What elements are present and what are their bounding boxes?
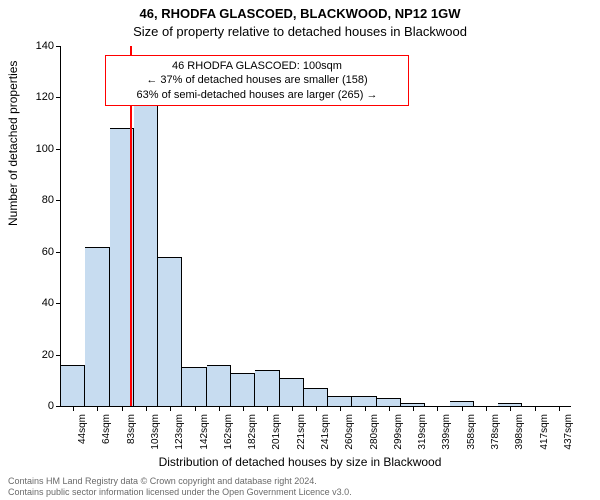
y-tick-mark (56, 252, 61, 253)
x-tick-mark (122, 406, 123, 411)
y-tick-mark (56, 97, 61, 98)
x-tick-mark (510, 406, 511, 411)
footer-line-2: Contains public sector information licen… (8, 487, 352, 498)
title-line-1: 46, RHODFA GLASCOED, BLACKWOOD, NP12 1GW (0, 6, 600, 21)
y-tick-label: 0 (14, 400, 54, 412)
x-tick-mark (292, 406, 293, 411)
annotation-box: 46 RHODFA GLASCOED: 100sqm← 37% of detac… (105, 55, 409, 106)
y-tick-label: 20 (14, 349, 54, 361)
histogram-bar (280, 378, 304, 406)
histogram-bar (85, 247, 109, 406)
x-tick-mark (219, 406, 220, 411)
x-tick-mark (462, 406, 463, 411)
x-tick-mark (243, 406, 244, 411)
x-tick-label: 299sqm (393, 414, 404, 450)
histogram-bar (231, 373, 255, 406)
histogram-bar (377, 398, 401, 406)
x-tick-label: 339sqm (441, 414, 452, 450)
x-tick-label: 241sqm (320, 414, 331, 450)
x-tick-mark (486, 406, 487, 411)
x-tick-label: 358sqm (466, 414, 477, 450)
y-tick-mark (56, 149, 61, 150)
x-tick-label: 280sqm (369, 414, 380, 450)
x-tick-mark (437, 406, 438, 411)
y-tick-mark (56, 46, 61, 47)
y-tick-mark (56, 200, 61, 201)
histogram-bar (352, 396, 376, 406)
x-tick-label: 378sqm (490, 414, 501, 450)
y-tick-label: 80 (14, 194, 54, 206)
x-tick-mark (316, 406, 317, 411)
x-tick-label: 437sqm (563, 414, 574, 450)
y-tick-label: 140 (14, 40, 54, 52)
histogram-bar (134, 105, 158, 406)
y-tick-mark (56, 355, 61, 356)
histogram-bar (207, 365, 231, 406)
footer-line-1: Contains HM Land Registry data © Crown c… (8, 476, 352, 487)
x-tick-mark (365, 406, 366, 411)
x-tick-mark (559, 406, 560, 411)
x-tick-mark (73, 406, 74, 411)
x-tick-label: 182sqm (247, 414, 258, 450)
x-tick-mark (195, 406, 196, 411)
y-tick-label: 120 (14, 91, 54, 103)
histogram-bar (255, 370, 279, 406)
histogram-bar (158, 257, 182, 406)
x-tick-mark (535, 406, 536, 411)
annotation-line: 46 RHODFA GLASCOED: 100sqm (112, 59, 402, 73)
x-tick-mark (146, 406, 147, 411)
y-tick-label: 60 (14, 246, 54, 258)
x-tick-label: 417sqm (539, 414, 550, 450)
x-tick-label: 142sqm (199, 414, 210, 450)
histogram-bar (61, 365, 85, 406)
chart-container: 46, RHODFA GLASCOED, BLACKWOOD, NP12 1GW… (0, 0, 600, 500)
x-tick-mark (267, 406, 268, 411)
y-tick-mark (56, 303, 61, 304)
x-tick-label: 44sqm (77, 414, 88, 444)
footer-attribution: Contains HM Land Registry data © Crown c… (8, 476, 352, 498)
x-tick-label: 260sqm (344, 414, 355, 450)
x-tick-label: 103sqm (150, 414, 161, 450)
annotation-line: 63% of semi-detached houses are larger (… (112, 88, 402, 102)
histogram-bar (304, 388, 328, 406)
histogram-bar (328, 396, 352, 406)
y-tick-label: 40 (14, 297, 54, 309)
x-tick-label: 64sqm (101, 414, 112, 444)
annotation-line: ← 37% of detached houses are smaller (15… (112, 73, 402, 87)
x-tick-label: 123sqm (174, 414, 185, 450)
x-tick-label: 221sqm (296, 414, 307, 450)
x-tick-mark (97, 406, 98, 411)
x-tick-label: 162sqm (223, 414, 234, 450)
x-tick-mark (170, 406, 171, 411)
x-tick-mark (389, 406, 390, 411)
x-tick-label: 398sqm (514, 414, 525, 450)
x-tick-mark (413, 406, 414, 411)
x-tick-label: 201sqm (271, 414, 282, 450)
x-tick-label: 83sqm (126, 414, 137, 444)
x-tick-mark (340, 406, 341, 411)
title-line-2: Size of property relative to detached ho… (0, 24, 600, 39)
histogram-bar (182, 367, 206, 406)
x-axis-label: Distribution of detached houses by size … (0, 455, 600, 469)
y-tick-mark (56, 406, 61, 407)
y-tick-label: 100 (14, 143, 54, 155)
x-tick-label: 319sqm (417, 414, 428, 450)
